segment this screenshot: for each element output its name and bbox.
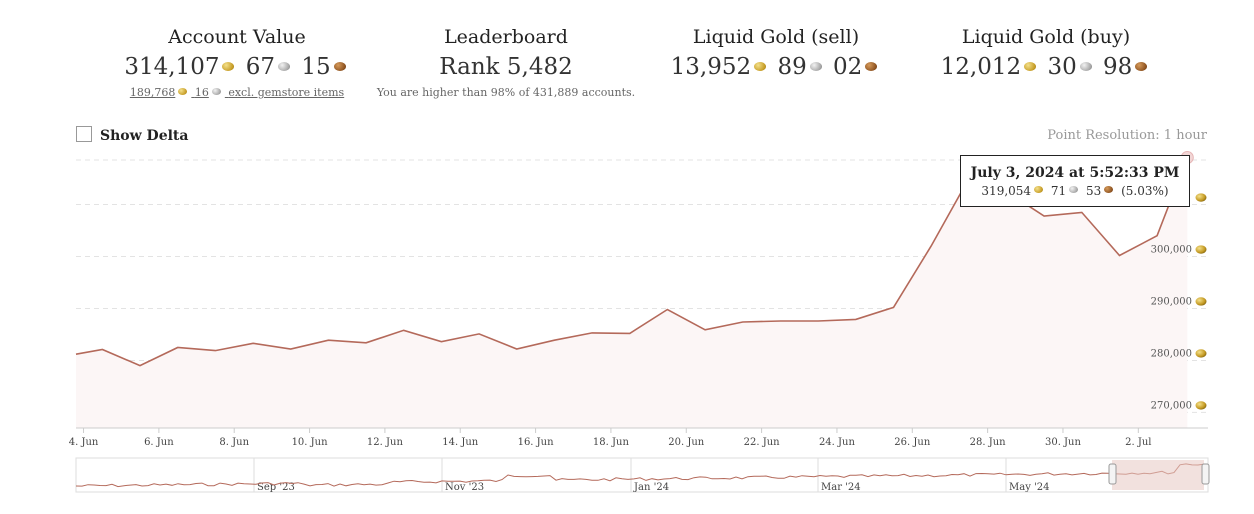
y-tick-label: 270,000 <box>1151 400 1192 411</box>
x-tick-label: 4. Jun <box>69 437 99 448</box>
liquid-buy-gold: 12,012 <box>940 54 1022 80</box>
x-tick-label: 18. Jun <box>593 437 630 448</box>
gold-coin-icon <box>1024 61 1037 71</box>
leaderboard-stat: Leaderboard Rank 5,482 You are higher th… <box>370 24 642 102</box>
navigator-handle-right[interactable] <box>1201 463 1210 485</box>
liquid-gold-buy-title: Liquid Gold (buy) <box>961 26 1131 48</box>
leaderboard-rank: Rank 5,482 <box>439 54 573 80</box>
account-value-stat: Account Value 314,107 67 15 189,768 16 e… <box>112 24 362 102</box>
y-tick-label: 300,000 <box>1151 245 1192 256</box>
x-tick-label: 6. Jun <box>144 437 174 448</box>
account-value-copper: 15 <box>301 54 331 80</box>
stats-bar: Account Value 314,107 67 15 189,768 16 e… <box>0 24 1254 114</box>
navigator-handle-left[interactable] <box>1108 463 1117 485</box>
copper-coin-icon <box>333 61 346 71</box>
liquid-sell-silver: 89 <box>777 54 807 80</box>
gold-coin-icon <box>1195 245 1207 254</box>
navigator-line <box>75 463 1205 488</box>
tooltip-percent: (5.03%) <box>1121 184 1169 198</box>
gold-coin-icon <box>178 87 188 95</box>
account-value-amount: 314,107 67 15 <box>112 50 362 84</box>
x-tick-label: 28. Jun <box>970 437 1007 448</box>
liquid-gold-sell-title: Liquid Gold (sell) <box>692 26 860 48</box>
leaderboard-title: Leaderboard <box>444 26 568 48</box>
liquid-gold-sell-stat: Liquid Gold (sell) 13,952 89 02 <box>651 24 901 84</box>
copper-coin-icon <box>865 61 878 71</box>
navigator-label: May '24 <box>1009 482 1050 493</box>
navigator-label: Mar '24 <box>821 482 861 493</box>
liquid-gold-buy-amount: 12,012 30 98 <box>921 50 1171 84</box>
point-resolution[interactable]: Point Resolution: 1 hour <box>1047 128 1207 143</box>
liquid-buy-silver: 30 <box>1047 54 1077 80</box>
x-tick-label: 24. Jun <box>819 437 856 448</box>
tooltip-value: 319,054 71 53 (5.03%) <box>961 182 1189 200</box>
tooltip-date: July 3, 2024 at 5:52:33 PM <box>970 165 1180 181</box>
gold-coin-icon <box>1195 193 1207 202</box>
gold-coin-icon <box>1195 401 1207 410</box>
liquid-sell-gold: 13,952 <box>670 54 752 80</box>
tooltip-gold: 319,054 <box>981 184 1032 198</box>
x-tick-label: 12. Jun <box>367 437 404 448</box>
chart-tooltip: July 3, 2024 at 5:52:33 PM 319,054 71 53… <box>960 155 1190 207</box>
navigator-frame <box>75 457 1209 493</box>
x-tick-label: 16. Jun <box>518 437 555 448</box>
copper-coin-icon <box>1104 186 1114 193</box>
y-tick-label: 280,000 <box>1151 348 1192 359</box>
show-delta-label: Show Delta <box>100 128 189 144</box>
silver-coin-icon <box>278 61 291 71</box>
gold-coin-icon <box>1195 297 1207 306</box>
gold-coin-icon <box>1195 349 1207 358</box>
excl-gemstore-silver: 16 <box>194 86 209 99</box>
leaderboard-percentile: You are higher than 98% of 431,889 accou… <box>376 86 636 99</box>
x-tick-label: 22. Jun <box>744 437 781 448</box>
liquid-buy-copper: 98 <box>1103 54 1133 80</box>
x-tick-label: 20. Jun <box>668 437 705 448</box>
excl-gemstore-gold: 189,768 <box>129 86 176 99</box>
gold-coin-icon <box>222 61 235 71</box>
x-tick-label: 8. Jun <box>219 437 249 448</box>
copper-coin-icon <box>1135 61 1148 71</box>
gold-coin-icon <box>754 61 767 71</box>
navigator-label: Sep '23 <box>257 482 295 493</box>
y-tick-label: 290,000 <box>1151 296 1192 307</box>
show-delta-toggle[interactable]: Show Delta <box>76 126 189 145</box>
liquid-gold-buy-stat: Liquid Gold (buy) 12,012 30 98 <box>921 24 1171 84</box>
navigator-selection <box>1112 460 1204 490</box>
navigator-label: Jan '24 <box>633 482 669 493</box>
tooltip-copper: 53 <box>1085 184 1102 198</box>
x-tick-label: 14. Jun <box>442 437 479 448</box>
excl-gemstore-link[interactable]: 189,768 16 excl. gemstore items <box>112 84 362 102</box>
navigator-label: Nov '23 <box>445 482 484 493</box>
excl-gemstore-text: excl. gemstore items <box>228 86 345 99</box>
x-tick-label: 30. Jun <box>1045 437 1082 448</box>
account-value-title: Account Value <box>168 26 306 48</box>
gold-coin-icon <box>1034 186 1044 193</box>
silver-coin-icon <box>1079 61 1092 71</box>
series-area <box>76 157 1188 428</box>
x-tick-label: 2. Jul <box>1125 437 1151 448</box>
liquid-sell-copper: 02 <box>833 54 863 80</box>
liquid-gold-sell-amount: 13,952 89 02 <box>651 50 901 84</box>
silver-coin-icon <box>1069 186 1079 193</box>
show-delta-checkbox[interactable] <box>76 126 92 142</box>
silver-coin-icon <box>211 87 221 95</box>
silver-coin-icon <box>809 61 822 71</box>
account-value-silver: 67 <box>245 54 276 80</box>
x-tick-label: 26. Jun <box>894 437 931 448</box>
account-value-gold: 314,107 <box>124 54 220 80</box>
x-tick-label: 10. Jun <box>292 437 329 448</box>
tooltip-silver: 71 <box>1050 184 1067 198</box>
